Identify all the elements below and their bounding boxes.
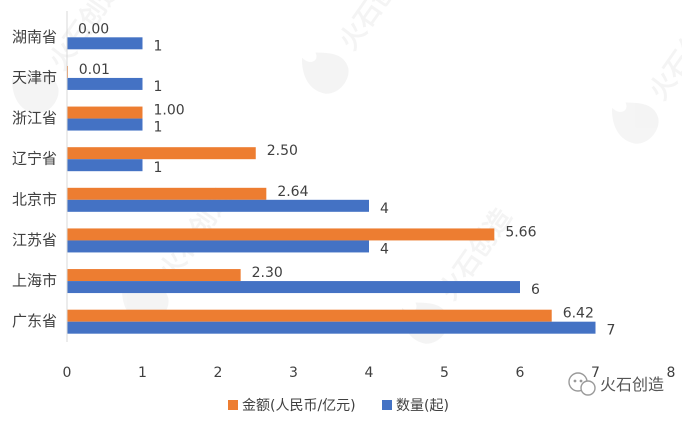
brand-name: 火石创造: [600, 375, 664, 394]
legend-swatch-1: [382, 400, 392, 410]
bar-count-5: [67, 240, 369, 253]
watermark-2: 火石创造: [611, 3, 682, 144]
legend-swatch-0: [228, 400, 238, 410]
bar-amount-4: [67, 187, 267, 200]
data-label-amount-5: 5.66: [505, 224, 536, 240]
data-label-amount-3: 2.50: [267, 143, 298, 159]
brand-logo: 火石创造: [568, 372, 664, 396]
watermark-text: 火石创造: [334, 0, 418, 56]
x-tick-label-0: 0: [63, 365, 72, 381]
data-label-count-2: 1: [154, 120, 163, 136]
watermark-text: 火石创造: [644, 3, 682, 105]
watermark-flame-icon: [611, 102, 659, 144]
bar-count-0: [67, 37, 143, 50]
legend-label-1: 数量(起): [396, 398, 449, 414]
data-label-count-3: 1: [154, 160, 163, 176]
category-label-5: 江苏省: [12, 231, 57, 249]
watermark-layer: 火石创造火石创造火石创造火石创造火石创造: [11, 0, 682, 344]
bar-amount-3: [67, 147, 256, 160]
category-label-7: 广东省: [12, 312, 57, 330]
category-label-4: 北京市: [12, 190, 57, 208]
data-label-amount-7: 6.42: [563, 306, 594, 322]
x-tick-label-8: 8: [667, 365, 676, 381]
data-label-amount-2: 1.00: [154, 103, 185, 119]
bar-count-4: [67, 199, 369, 212]
x-tick-label-7: 7: [591, 365, 600, 381]
bar-count-2: [67, 118, 143, 131]
x-tick-label-3: 3: [289, 365, 298, 381]
bar-count-6: [67, 281, 520, 294]
bar-count-7: [67, 321, 596, 334]
category-label-3: 辽宁省: [12, 150, 57, 168]
x-tick-label-6: 6: [516, 365, 525, 381]
data-label-count-6: 6: [531, 282, 540, 298]
bar-amount-5: [67, 228, 495, 241]
watermark-flame-icon: [11, 72, 59, 114]
axes-layer: 0 1 2 3 4 5 6 7 8: [63, 11, 676, 381]
legend: 金额(人民币/亿元) 数量(起): [228, 398, 449, 414]
x-tick-label-2: 2: [214, 365, 223, 381]
bar-amount-6: [67, 269, 241, 282]
data-label-amount-1: 0.01: [79, 62, 110, 78]
x-tick-label-4: 4: [365, 365, 374, 381]
bar-count-1: [67, 77, 143, 90]
x-tick-label-1: 1: [138, 365, 147, 381]
data-label-amount-0: 0.00: [78, 21, 109, 37]
category-label-1: 天津市: [12, 68, 57, 86]
brand-logo-group: 火石创造: [568, 372, 664, 396]
data-label-amount-6: 2.30: [252, 265, 283, 281]
watermark-flame-icon: [301, 52, 349, 94]
data-label-count-0: 1: [154, 38, 163, 54]
legend-label-0: 金额(人民币/亿元): [242, 398, 356, 414]
data-label-count-4: 4: [380, 201, 389, 217]
wechat-icon-eye-right: [579, 379, 583, 383]
category-label-0: 湖南省: [12, 28, 57, 46]
data-label-count-1: 1: [154, 79, 163, 95]
wechat-icon-eye-left: [573, 379, 577, 383]
data-label-count-5: 4: [380, 241, 389, 257]
wechat-icon-small: [580, 380, 596, 396]
bar-amount-2: [67, 106, 143, 119]
data-label-amount-4: 2.64: [277, 184, 308, 200]
x-tick-label-5: 5: [440, 365, 449, 381]
bars-layer: [67, 37, 596, 334]
category-label-6: 上海市: [12, 272, 57, 290]
watermark-1: 火石创造: [301, 0, 418, 94]
category-label-2: 浙江省: [12, 109, 57, 127]
bar-count-3: [67, 159, 143, 172]
data-labels-layer: 0.001湖南省0.011天津市1.001浙江省2.501辽宁省2.644北京市…: [12, 21, 615, 338]
data-label-count-7: 7: [607, 323, 616, 339]
bar-amount-7: [67, 309, 552, 322]
